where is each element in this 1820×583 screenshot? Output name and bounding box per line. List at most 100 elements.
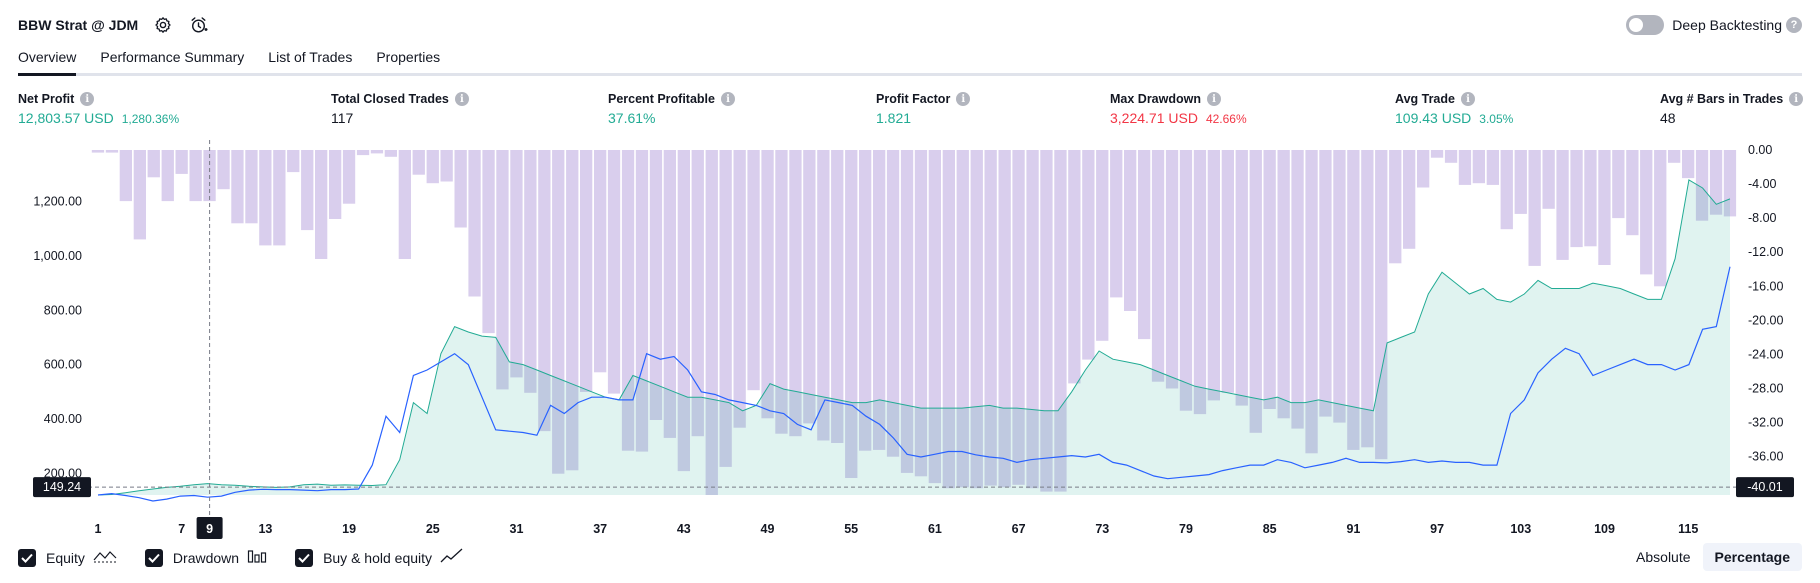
tab-properties[interactable]: Properties <box>376 49 441 65</box>
x-tick: 97 <box>1430 522 1444 536</box>
x-tick: 1 <box>95 522 102 536</box>
check-icon[interactable] <box>295 549 314 567</box>
x-tick: 79 <box>1179 522 1193 536</box>
metric-avg-bars-in-trades: Avg # Bars in Trades i 48 <box>1660 92 1804 126</box>
mode-switch: Absolute Percentage <box>1624 543 1802 571</box>
y-right-tick: -32.00 <box>1748 416 1783 430</box>
drawdown-bar <box>552 150 565 474</box>
info-icon[interactable]: i <box>956 92 971 106</box>
crosshair-labels: 149.24 -40.01 9 <box>33 477 1794 539</box>
info-icon[interactable]: i <box>454 92 469 106</box>
legend-equity[interactable]: Equity <box>18 548 117 569</box>
y-right-tick: -24.00 <box>1748 347 1783 361</box>
drawdown-bar <box>1054 150 1067 492</box>
drawdown-bar <box>119 150 132 202</box>
drawdown-bar <box>1542 150 1555 209</box>
drawdown-bar <box>607 150 621 394</box>
x-tick: 85 <box>1263 522 1277 536</box>
drawdown-bar <box>663 150 676 438</box>
drawdown-bar <box>859 150 872 451</box>
y-right-tick: 0.00 <box>1748 143 1772 157</box>
alarm-clock-add-icon[interactable] <box>188 14 210 36</box>
metric-avg-trade: Avg Trade i 109.43 USD 3.05% <box>1395 92 1513 126</box>
drawdown-bar <box>1068 150 1081 384</box>
drawdown-bar <box>1333 150 1346 423</box>
x-tick: 73 <box>1095 522 1109 536</box>
equity-chart[interactable]: 200.00 400.00 600.00 800.00 1,000.00 1,200.00… <box>0 140 1820 540</box>
metric-label: Net Profit <box>18 92 75 106</box>
metric-value: 48 <box>1660 110 1676 126</box>
drawdown-bar <box>105 150 119 153</box>
percentage-button[interactable]: Percentage <box>1702 543 1802 571</box>
info-icon[interactable]: i <box>1207 92 1221 106</box>
drawdown-bar <box>705 150 718 495</box>
equity-line <box>97 179 1731 496</box>
drawdown-bar <box>301 150 314 231</box>
drawdown-bar <box>1291 150 1304 429</box>
check-icon[interactable] <box>144 549 163 567</box>
drawdown-bar <box>1235 150 1248 406</box>
drawdown-bar <box>691 150 704 437</box>
help-icon[interactable]: ? <box>1786 17 1802 33</box>
y-right-tick: -36.00 <box>1748 450 1783 464</box>
toggle-knob <box>1629 18 1644 32</box>
metric-label: Percent Profitable <box>608 92 715 106</box>
gear-icon[interactable] <box>152 14 174 36</box>
legend-drawdown[interactable]: Drawdown <box>144 548 267 569</box>
drawdown-bar <box>482 150 495 334</box>
drawdown-bar <box>1096 150 1109 341</box>
drawdown-bar <box>245 150 258 224</box>
tab-overview[interactable]: Overview <box>18 44 77 76</box>
absolute-button[interactable]: Absolute <box>1636 549 1691 565</box>
info-icon[interactable]: i <box>1460 92 1475 106</box>
drawdown-bar <box>1444 150 1458 163</box>
check-icon[interactable] <box>18 549 36 567</box>
metric-value: 3,224.71 USD <box>1110 110 1198 126</box>
x-axis: 1 7 13 19 25 31 37 43 49 55 61 67 73 79 85 91 97 103 109 11… <box>95 522 1699 536</box>
drawdown-bar <box>635 150 649 452</box>
drawdown-bar <box>1277 150 1290 419</box>
legend-buy-hold[interactable]: Buy & hold equity <box>295 548 464 569</box>
chart-legend: Equity Drawdown Buy & hold equity <box>18 548 492 568</box>
strategy-header: BBW Strat @ JDM Deep Backtesting ? <box>18 10 1802 40</box>
y-right-tick: -28.00 <box>1748 382 1783 396</box>
crosshair-right-label-bg <box>1736 477 1794 498</box>
x-tick: 61 <box>928 522 942 536</box>
bars-icon <box>247 548 267 569</box>
drawdown-bar <box>928 150 941 484</box>
x-tick: 67 <box>1012 522 1026 536</box>
drawdown-bar <box>1584 150 1597 247</box>
drawdown-bar <box>733 150 746 428</box>
deep-backtesting-toggle[interactable] <box>1626 15 1665 35</box>
drawdown-bar <box>649 150 663 420</box>
drawdown-bar <box>384 150 397 157</box>
x-tick: 103 <box>1510 522 1531 536</box>
deep-backtesting-label: Deep Backtesting <box>1672 17 1782 33</box>
tab-list-of-trades[interactable]: List of Trades <box>268 49 353 65</box>
drawdown-bar <box>1026 150 1039 489</box>
drawdown-bar <box>538 150 551 432</box>
drawdown-bar <box>1403 150 1416 249</box>
drawdown-bar <box>1124 150 1137 311</box>
equity-area <box>98 179 1730 495</box>
drawdown-bar <box>594 150 607 373</box>
crosshair-x-label-bg <box>196 517 223 539</box>
metric-percent-profitable: Percent Profitable i 37.61% <box>608 92 735 126</box>
drawdown-bar <box>1179 150 1193 411</box>
drawdown-bar <box>1305 150 1318 454</box>
y-left-tick: 600.00 <box>44 358 82 372</box>
trend-line-icon <box>440 548 464 569</box>
drawdown-bar <box>761 150 774 419</box>
drawdown-bar <box>454 150 467 228</box>
y-right-tick: -20.00 <box>1748 313 1783 327</box>
metric-value: 12,803.57 USD <box>18 110 114 126</box>
info-icon[interactable]: i <box>1789 92 1804 106</box>
drawdown-bar <box>1193 150 1207 415</box>
drawdown-bar <box>147 150 160 178</box>
info-icon[interactable]: i <box>720 92 735 106</box>
drawdown-bar <box>370 150 384 154</box>
x-tick: 91 <box>1346 522 1360 536</box>
info-icon[interactable]: i <box>80 92 95 106</box>
tab-performance-summary[interactable]: Performance Summary <box>100 49 245 65</box>
x-tick: 43 <box>677 522 691 536</box>
